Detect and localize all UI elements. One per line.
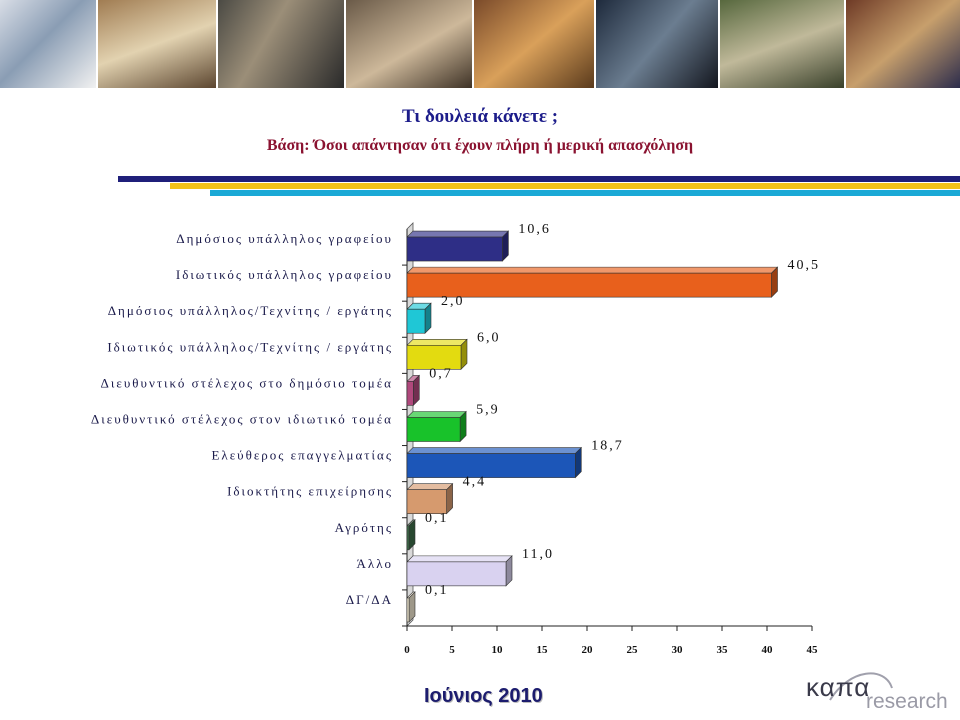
bar — [406, 597, 410, 623]
photo-students-exam — [98, 0, 218, 88]
category-label: Ιδιωτικός υπάλληλος/Τεχνίτης / εργάτης — [107, 339, 393, 354]
bar — [406, 417, 461, 442]
category-label: ΔΓ/ΔΑ — [346, 592, 393, 607]
x-tick-label: 25 — [627, 644, 639, 656]
bar-top-face — [406, 339, 468, 346]
decorative-rule-cyan — [210, 190, 960, 196]
value-label: 0,1 — [425, 583, 449, 598]
value-label: 2,0 — [441, 294, 465, 309]
photo-ceremony — [596, 0, 720, 88]
value-label: 6,0 — [477, 330, 501, 345]
bar-top-face — [406, 411, 467, 418]
category-label: Ελεύθερος επαγγελματίας — [211, 448, 393, 463]
bar — [406, 525, 410, 551]
bar-top-face — [406, 483, 454, 490]
value-label: 40,5 — [788, 258, 821, 273]
footer-date: Ιούνιος 2010 — [424, 685, 543, 707]
value-label: 5,9 — [476, 403, 500, 418]
x-tick-label: 15 — [537, 644, 549, 656]
decorative-rule-gold — [170, 183, 960, 189]
value-label: 11,0 — [522, 547, 554, 562]
bar-top-face — [406, 230, 510, 238]
kapa-research-logo: καπα research — [800, 670, 955, 718]
bar — [406, 236, 503, 262]
bar-top-face — [406, 266, 779, 274]
category-label: Άλλο — [357, 556, 394, 571]
x-tick-label: 10 — [492, 644, 504, 656]
logo-word-kapa: καπα — [806, 672, 871, 702]
photo-lab — [0, 0, 98, 88]
bar — [406, 308, 426, 334]
bar-top-face — [406, 447, 583, 454]
value-label: 10,6 — [518, 222, 551, 237]
value-label: 18,7 — [591, 439, 624, 454]
bar — [406, 381, 414, 406]
x-tick-label: 45 — [807, 644, 819, 656]
bar — [406, 489, 447, 514]
value-label: 0,1 — [425, 511, 449, 526]
header-photo-strip — [0, 0, 960, 88]
category-label: Διευθυντικό στέλεχος στον ιδιωτικό τομέα — [91, 412, 393, 427]
value-label: 4,4 — [463, 475, 487, 490]
category-label: Ιδιωτικός υπάλληλος γραφείου — [176, 267, 393, 282]
decorative-rule-navy — [118, 176, 960, 182]
bar — [406, 345, 462, 370]
logo-swoosh-icon — [829, 672, 893, 701]
x-tick-label: 0 — [404, 644, 410, 656]
photo-graduation — [218, 0, 346, 88]
category-label: Ιδιοκτήτης επιχείρησης — [227, 484, 393, 499]
photo-video-conference — [474, 0, 596, 88]
value-label: 0,7 — [429, 366, 453, 381]
category-label: Διευθυντικό στέλεχος στο δημόσιο τομέα — [101, 375, 393, 390]
bar — [406, 453, 576, 478]
bar — [406, 561, 507, 587]
page-title: Τι δουλειά κάνετε ; — [401, 106, 559, 127]
bar — [406, 272, 772, 298]
bar-top-face — [406, 555, 513, 563]
x-tick-label: 30 — [672, 644, 684, 656]
photo-group — [720, 0, 846, 88]
photo-classroom — [346, 0, 474, 88]
x-tick-label: 20 — [582, 644, 594, 656]
x-tick-label: 5 — [449, 644, 455, 656]
photo-library — [846, 0, 960, 88]
category-label: Δημόσιος υπάλληλος/Τεχνίτης / εργάτης — [108, 303, 393, 318]
category-label: Δημόσιος υπάλληλος γραφείου — [176, 231, 393, 246]
category-label: Αγρότης — [335, 520, 393, 535]
x-tick-label: 40 — [762, 644, 774, 656]
page-subtitle: Βάση: Όσοι απάντησαν ότι έχουν πλήρη ή μ… — [266, 137, 694, 154]
logo-word-research: research — [866, 690, 948, 713]
x-tick-label: 35 — [717, 644, 729, 656]
